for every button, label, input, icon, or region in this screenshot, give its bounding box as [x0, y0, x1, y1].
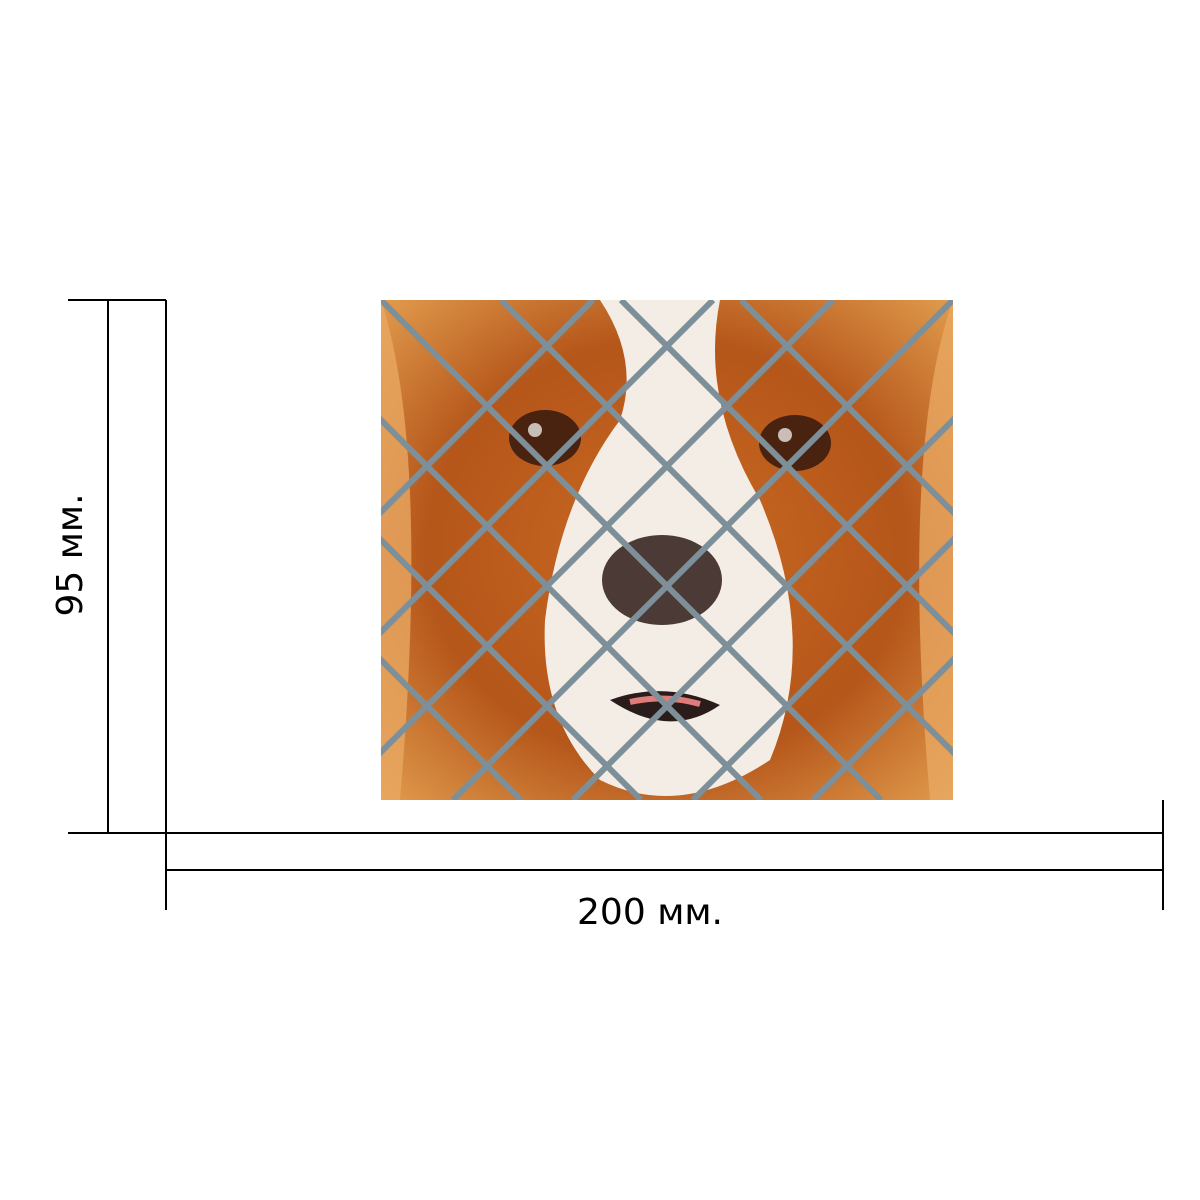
height-label: 95 мм.: [50, 493, 91, 616]
width-dimension: 200 мм.: [165, 800, 1164, 933]
width-label: 200 мм.: [577, 892, 723, 933]
chain-link-fence: [381, 300, 953, 800]
product-photo: [381, 300, 953, 800]
height-dimension: 95 мм.: [50, 299, 167, 834]
